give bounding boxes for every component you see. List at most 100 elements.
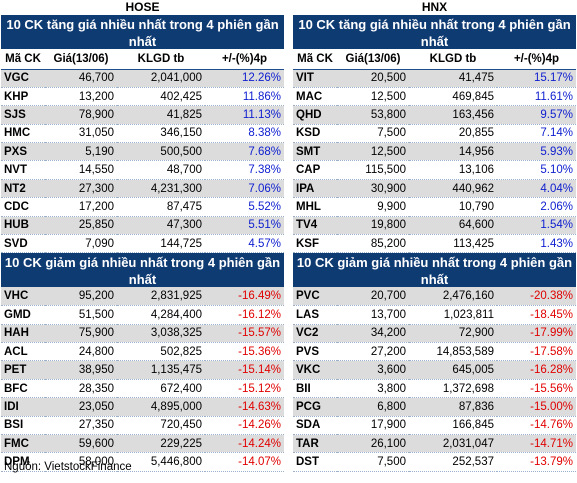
col-vol-header: KLGD tb <box>409 49 497 70</box>
price-cell: 26,100 <box>370 437 406 450</box>
table-row: SMT 12,500 14,956 5.93% <box>293 142 576 161</box>
volume-cell: 469,845 <box>452 90 494 103</box>
stock-code-cell: CAP <box>296 164 321 177</box>
stock-code-cell: DST <box>296 456 319 469</box>
volume-cell: 2,041,000 <box>150 72 202 85</box>
table-row: TV4 19,800 64,600 1.54% <box>293 216 576 235</box>
col-code-header: Mã CK <box>293 49 337 70</box>
table-row: PXS 5,190 500,500 7.68% <box>1 142 284 161</box>
price-cell: 27,350 <box>78 419 114 432</box>
change-percent-cell: 8.38% <box>248 127 281 140</box>
hose-loss-table: VHC 95,200 2,831,925 -16.49% GMD 51,500 4,284,… <box>1 287 284 472</box>
stock-code-cell: TV4 <box>296 219 318 232</box>
table-row: NVT 14,550 48,700 7.38% <box>1 161 284 180</box>
stock-code-cell: VIT <box>296 72 314 85</box>
table-row: MAC 12,500 469,845 11.61% <box>293 87 576 106</box>
volume-cell: 113,425 <box>453 237 494 250</box>
price-cell: 24,800 <box>78 345 114 358</box>
volume-cell: 41,475 <box>458 72 494 85</box>
table-row: BSI 27,350 720,450 -14.26% <box>1 416 284 435</box>
volume-cell: 13,106 <box>458 164 494 177</box>
volume-cell: 229,225 <box>160 437 202 450</box>
volume-cell: 64,600 <box>458 219 494 232</box>
price-cell: 3,800 <box>377 382 406 395</box>
price-cell: 59,600 <box>78 437 114 450</box>
stock-code-cell: NVT <box>4 164 27 177</box>
table-row: NT2 27,300 4,231,300 7.06% <box>1 179 284 198</box>
price-cell: 17,200 <box>78 200 114 213</box>
hnx-loss-header: 10 CK giảm giá nhiều nhất trong 4 phiên … <box>293 253 576 288</box>
change-percent-cell: 4.04% <box>540 182 573 195</box>
price-cell: 51,500 <box>78 308 114 321</box>
stock-code-cell: PXS <box>4 145 28 158</box>
volume-cell: 672,400 <box>160 382 202 395</box>
change-percent-cell: 7.14% <box>540 127 573 140</box>
volume-cell: 502,825 <box>160 345 202 358</box>
col-code-header: Mã CK <box>1 49 45 70</box>
price-cell: 12,500 <box>370 90 406 103</box>
price-cell: 27,300 <box>78 182 114 195</box>
stock-code-cell: VGC <box>4 72 29 85</box>
price-cell: 9,900 <box>377 200 406 213</box>
price-cell: 5,190 <box>85 145 114 158</box>
change-percent-cell: -15.56% <box>530 382 573 395</box>
stock-code-cell: VC2 <box>296 327 319 340</box>
change-percent-cell: -13.79% <box>530 456 573 469</box>
volume-cell: 144,725 <box>160 237 202 250</box>
change-percent-cell: 5.93% <box>540 145 573 158</box>
table-row: VGC 46,700 2,041,000 12.26% <box>1 69 284 88</box>
table-row: TAR 26,100 2,031,047 -14.71% <box>293 434 576 453</box>
change-percent-cell: 12.26% <box>241 72 281 85</box>
stock-code-cell: LAS <box>296 308 319 321</box>
change-percent-cell: -16.28% <box>530 364 573 377</box>
hose-gain-table: Mã CK Giá(13/06) KLGD tb +/-(%)4p VGC 46,… <box>1 49 284 253</box>
change-percent-cell: 15.17% <box>533 72 573 85</box>
volume-cell: 1,023,811 <box>443 308 494 321</box>
stock-code-cell: TAR <box>296 437 319 450</box>
stock-code-cell: FMC <box>4 437 29 450</box>
market-title-hnx: HNX <box>421 0 448 14</box>
change-percent-cell: -14.24% <box>238 437 281 450</box>
stock-code-cell: SVD <box>4 237 28 250</box>
volume-cell: 3,038,325 <box>150 327 202 340</box>
change-percent-cell: 1.54% <box>540 219 573 232</box>
volume-cell: 4,284,400 <box>150 308 202 321</box>
table-row: SJS 78,900 41,825 11.13% <box>1 105 284 125</box>
change-percent-cell: 11.13% <box>242 108 281 121</box>
price-cell: 6,800 <box>377 400 406 413</box>
change-percent-cell: 5.10% <box>540 164 573 177</box>
table-row: FMC 59,600 229,225 -14.24% <box>1 434 284 453</box>
table-row: CAP 115,500 13,106 5.10% <box>293 161 576 180</box>
volume-cell: 14,853,589 <box>436 345 494 358</box>
stock-code-cell: SMT <box>296 145 321 158</box>
stock-code-cell: VHC <box>4 290 29 303</box>
volume-cell: 163,456 <box>452 108 494 121</box>
stock-code-cell: MAC <box>296 90 323 103</box>
price-cell: 85,200 <box>370 237 406 250</box>
change-percent-cell: -15.12% <box>238 382 281 395</box>
price-cell: 23,050 <box>78 400 114 413</box>
table-row: BFC 28,350 672,400 -15.12% <box>1 379 284 398</box>
stock-code-cell: MHL <box>296 200 321 213</box>
change-percent-cell: -14.71% <box>530 437 573 450</box>
price-cell: 34,200 <box>370 327 406 340</box>
volume-cell: 1,372,698 <box>442 382 494 395</box>
change-percent-cell: -15.36% <box>238 345 281 358</box>
stock-code-cell: KHP <box>4 90 29 103</box>
volume-cell: 5,446,800 <box>150 456 202 469</box>
change-percent-cell: 5.52% <box>248 200 281 213</box>
change-percent-cell: -16.12% <box>238 308 281 321</box>
table-row: VKC 3,600 645,005 -16.28% <box>293 360 576 380</box>
change-percent-cell: -16.49% <box>238 290 281 303</box>
hose-gain-header: 10 CK tăng giá nhiều nhất trong 4 phiên … <box>1 15 284 49</box>
stock-code-cell: BFC <box>4 382 28 395</box>
table-row: KSD 7,500 20,855 7.14% <box>293 124 576 143</box>
price-cell: 20,700 <box>370 290 406 303</box>
volume-cell: 87,475 <box>166 200 202 213</box>
volume-cell: 20,855 <box>458 127 494 140</box>
stock-code-cell: NT2 <box>4 182 26 195</box>
source-note: Nguồn: VietstockFinance <box>4 461 132 473</box>
volume-cell: 14,956 <box>458 145 494 158</box>
price-cell: 27,200 <box>370 345 406 358</box>
price-cell: 31,050 <box>78 127 114 140</box>
